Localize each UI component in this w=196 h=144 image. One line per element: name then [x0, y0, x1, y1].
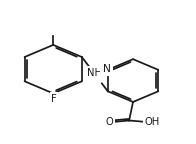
- Text: OH: OH: [144, 117, 160, 127]
- Text: NH: NH: [87, 68, 102, 78]
- Text: N: N: [103, 64, 111, 74]
- Text: O: O: [106, 117, 113, 127]
- Text: F: F: [51, 94, 57, 104]
